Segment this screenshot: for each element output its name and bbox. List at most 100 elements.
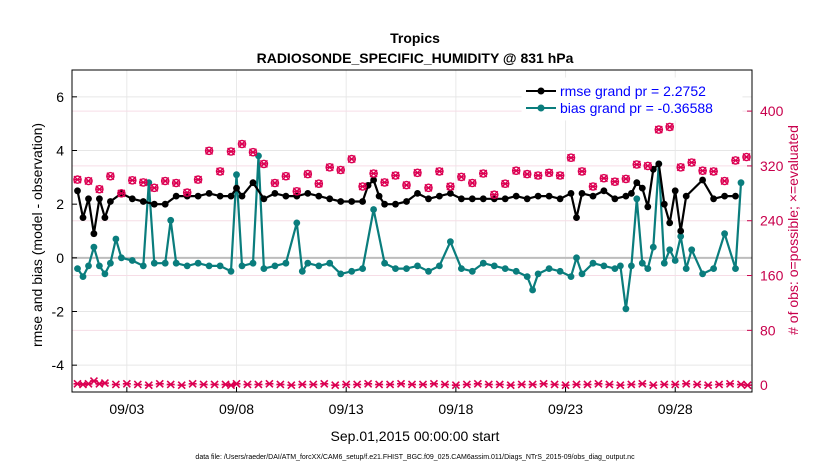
obs-evaluated-point <box>550 380 559 389</box>
obs-evaluated-point <box>473 379 482 388</box>
rmse-point <box>194 192 202 200</box>
obs-possible-cross <box>150 183 159 192</box>
rmse-point <box>710 195 717 203</box>
bias-point <box>293 219 301 227</box>
obs-possible-cross <box>457 172 466 181</box>
rmse-point <box>128 195 136 203</box>
obs-evaluated-point <box>144 381 153 390</box>
bias-point <box>414 262 421 270</box>
rmse-point <box>699 176 706 184</box>
bias-point <box>732 265 739 272</box>
obs-possible-cross <box>73 175 82 184</box>
rmse-point <box>501 195 509 203</box>
y-left-tick-label: -4 <box>52 357 65 373</box>
bias-point <box>490 262 498 270</box>
bias-point <box>348 267 356 275</box>
x-tick-label: 09/08 <box>219 401 254 417</box>
bias-point <box>578 270 586 278</box>
obs-evaluated-series <box>73 376 752 390</box>
bias-point <box>139 262 147 270</box>
obs-possible-cross <box>610 177 619 186</box>
rmse-point <box>682 192 690 200</box>
obs-possible-cross <box>238 139 246 148</box>
obs-evaluated-point <box>155 379 164 388</box>
rmse-point <box>644 203 652 211</box>
bias-point <box>688 246 696 254</box>
obs-possible-cross <box>731 156 740 165</box>
obs-evaluated-point <box>111 380 120 389</box>
obs-possible-cross <box>216 167 225 176</box>
rmse-point <box>172 192 180 200</box>
bias-point <box>633 195 641 203</box>
obs-possible-cross <box>106 172 115 181</box>
obs-possible-cross <box>424 183 433 192</box>
bias-point <box>638 259 646 267</box>
obs-possible-cross <box>84 176 93 185</box>
bias-point <box>523 273 531 280</box>
obs-possible-cross <box>632 160 641 169</box>
bias-point <box>381 259 388 267</box>
rmse-point <box>660 200 668 208</box>
obs-evaluated-point <box>177 381 186 390</box>
obs-possible-cross <box>545 168 554 177</box>
x-tick-label: 09/23 <box>548 401 583 417</box>
obs-possible-cross <box>501 179 510 188</box>
bias-point <box>501 265 509 272</box>
bias-point <box>194 259 202 267</box>
obs-evaluated-point <box>210 380 219 389</box>
bias-point <box>298 267 306 275</box>
y-left-tick-label: 2 <box>56 196 64 212</box>
bias-point <box>337 270 345 278</box>
bias-point <box>721 230 728 238</box>
bias-point <box>260 265 268 272</box>
obs-evaluated-point <box>440 380 449 389</box>
bias-point <box>512 267 520 275</box>
obs-possible-cross <box>523 170 532 179</box>
bias-point <box>534 270 542 278</box>
obs-possible-cross <box>227 147 236 156</box>
rmse-point <box>74 187 81 195</box>
rmse-point <box>271 190 279 197</box>
rmse-point <box>545 192 553 200</box>
y-right-axis-label: # of obs: o=possible; ×=evaluated <box>785 125 801 335</box>
obs-evaluated-point <box>660 380 669 389</box>
obs-possible-cross <box>588 182 597 191</box>
rmse-point <box>381 200 388 208</box>
obs-evaluated-point <box>385 380 395 389</box>
rmse-point <box>315 192 323 200</box>
bias-point <box>359 265 366 272</box>
rmse-point <box>600 187 608 195</box>
obs-evaluated-point <box>704 381 713 390</box>
bias-point <box>150 259 158 267</box>
bias-point <box>112 235 120 243</box>
obs-possible-cross <box>567 153 576 162</box>
plot-frame <box>71 69 753 393</box>
bias-point <box>370 206 377 213</box>
y-left-axis-ticks: 6 4 2 0 -2 -4 <box>52 89 77 373</box>
obs-evaluated-point <box>495 380 504 389</box>
rmse-point <box>638 184 646 192</box>
rmse-point <box>238 192 246 200</box>
bias-point <box>101 270 109 278</box>
rmse-point <box>468 195 476 203</box>
legend-bias-label: bias grand pr = -0.36588 <box>560 100 713 116</box>
bias-point <box>573 254 580 262</box>
obs-possible-cross <box>654 125 663 134</box>
obs-possible-cross <box>512 166 521 175</box>
obs-evaluated-point <box>100 379 109 388</box>
bias-point <box>183 262 191 270</box>
bias-point <box>529 286 536 294</box>
bias-point <box>304 259 312 267</box>
rmse-point <box>512 192 520 200</box>
bias-point <box>649 243 657 251</box>
bias-point <box>128 257 136 264</box>
obs-possible-cross <box>742 153 751 162</box>
y-right-tick-label: 240 <box>760 213 784 229</box>
x-tick-label: 09/18 <box>438 401 473 417</box>
obs-evaluated-point <box>627 380 636 389</box>
obs-possible-cross <box>161 176 170 185</box>
obs-possible-cross <box>117 189 126 198</box>
obs-evaluated-point <box>243 380 252 389</box>
obs-evaluated-point <box>133 380 142 389</box>
rmse-point <box>90 230 98 238</box>
